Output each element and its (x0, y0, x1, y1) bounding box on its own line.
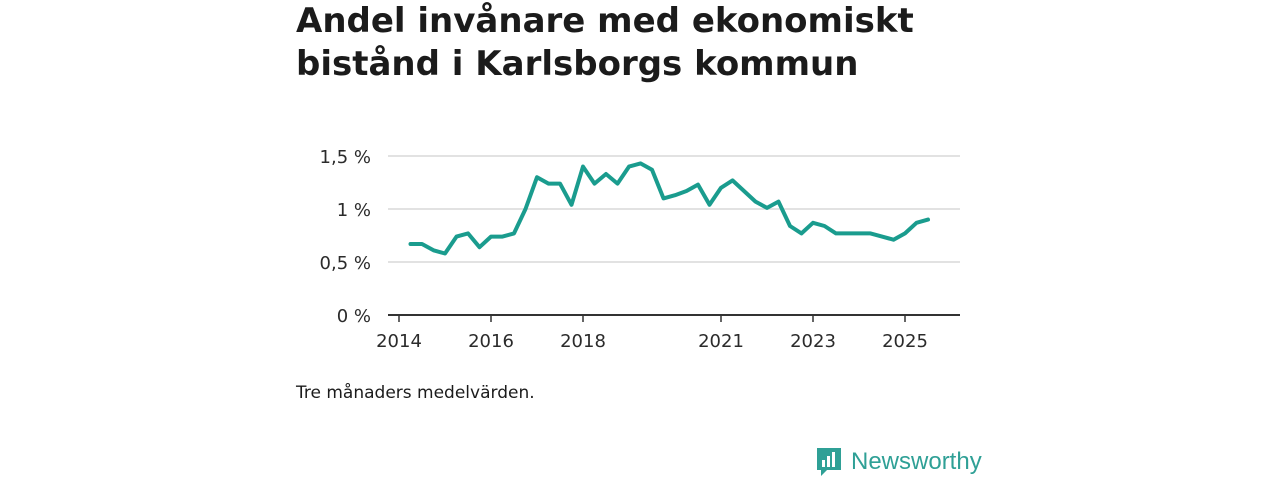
data-point (570, 203, 574, 207)
x-tick-label: 2025 (882, 331, 928, 352)
data-point (455, 235, 459, 239)
data-point (846, 231, 850, 235)
data-point (489, 235, 493, 239)
data-point (512, 231, 516, 235)
x-tick-label: 2018 (560, 331, 606, 352)
data-point (857, 231, 861, 235)
x-axis: 2014 2016 2018 2021 2023 2025 (376, 314, 960, 352)
data-point (443, 252, 447, 256)
data-point (604, 172, 608, 176)
data-point (742, 189, 746, 193)
data-point (892, 238, 896, 242)
brand-logo: Newsworthy (815, 446, 982, 478)
chart-title: Andel invånare med ekonomiskt bistånd i … (296, 1, 914, 84)
data-point (524, 207, 528, 211)
data-point (685, 189, 689, 193)
data-point (432, 248, 436, 252)
data-point (478, 245, 482, 249)
y-tick-label: 1,5 % (320, 147, 371, 168)
data-point (915, 221, 919, 225)
data-point (662, 196, 666, 200)
series-layer (408, 161, 930, 256)
x-tick-label: 2021 (698, 331, 744, 352)
data-point (501, 235, 505, 239)
y-axis: 0 % 0,5 % 1 % 1,5 % (320, 147, 371, 327)
data-point (777, 200, 781, 204)
brand-name: Newsworthy (851, 448, 982, 475)
y-tick-label: 0,5 % (320, 253, 371, 274)
data-point (535, 175, 539, 179)
data-point (673, 193, 677, 197)
x-tick-label: 2023 (790, 331, 836, 352)
data-point (616, 182, 620, 186)
data-point (880, 235, 884, 239)
newsworthy-logo-icon (817, 448, 841, 476)
y-tick-label: 1 % (337, 200, 371, 221)
data-point (731, 178, 735, 182)
data-point (696, 183, 700, 187)
grid-layer (388, 155, 960, 263)
data-point (788, 224, 792, 228)
data-point (466, 231, 470, 235)
data-point (800, 231, 804, 235)
footnote: Tre månaders medelvärden. (296, 383, 535, 403)
data-point (650, 168, 654, 172)
data-point (719, 186, 723, 190)
data-point (834, 231, 838, 235)
data-point (926, 218, 930, 222)
data-point (765, 206, 769, 210)
data-point (420, 242, 424, 246)
data-point (639, 161, 643, 165)
y-tick-label: 0 % (337, 306, 371, 327)
data-point (708, 203, 712, 207)
data-point (593, 182, 597, 186)
data-point (627, 165, 631, 169)
x-tick-label: 2016 (468, 331, 514, 352)
data-point (823, 224, 827, 228)
x-tick-label: 2014 (376, 331, 422, 352)
series-line (408, 161, 930, 256)
data-point (581, 165, 585, 169)
data-point (409, 242, 413, 246)
data-point (558, 182, 562, 186)
data-point (547, 182, 551, 186)
data-point (869, 231, 873, 235)
data-point (903, 231, 907, 235)
data-point (811, 221, 815, 225)
data-point (754, 200, 758, 204)
